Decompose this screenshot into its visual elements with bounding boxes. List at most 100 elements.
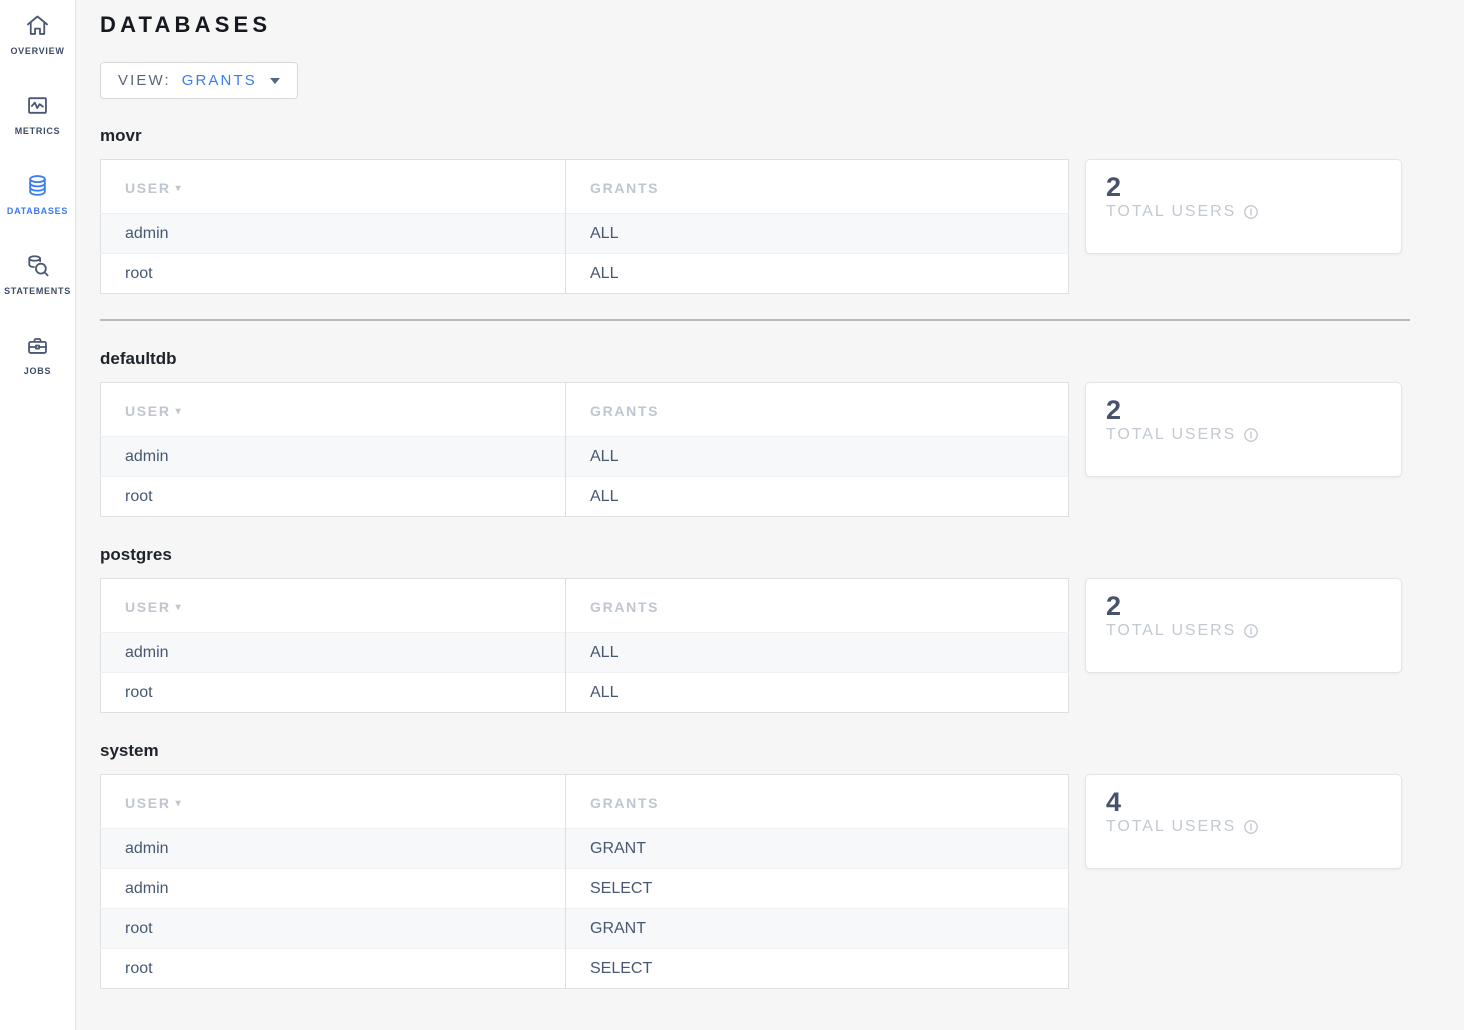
view-selector-dropdown[interactable]: VIEW: GRANTS xyxy=(100,62,298,99)
main-content: DATABASES VIEW: GRANTS movr USER ▾ GRANTS xyxy=(76,0,1410,1030)
database-name: defaultdb xyxy=(100,349,177,368)
sort-caret-icon: ▾ xyxy=(175,602,183,613)
metrics-icon xyxy=(24,92,51,119)
jobs-icon xyxy=(24,332,51,359)
grant-cell: ALL xyxy=(565,672,1069,713)
user-column-header[interactable]: USER ▾ xyxy=(100,578,566,633)
sidebar-item-statements[interactable]: STATEMENTS xyxy=(0,252,75,332)
grants-column-header[interactable]: GRANTS xyxy=(565,382,1069,437)
database-section: defaultdb USER ▾ GRANTS admin ALL xyxy=(100,349,1402,517)
grant-row: admin ALL xyxy=(100,436,1069,477)
database-section: system USER ▾ GRANTS admin GRANT xyxy=(100,741,1402,989)
info-icon[interactable] xyxy=(1243,819,1259,835)
section-divider xyxy=(100,319,1410,321)
user-column-label: USER xyxy=(125,599,171,615)
grant-row: root ALL xyxy=(100,253,1069,294)
sort-caret-icon: ▾ xyxy=(175,406,183,417)
grants-column-header[interactable]: GRANTS xyxy=(565,159,1069,214)
table-header-row: USER ▾ GRANTS xyxy=(100,159,1069,214)
table-header-row: USER ▾ GRANTS xyxy=(100,774,1069,829)
grant-cell: ALL xyxy=(565,213,1069,254)
sidebar-item-overview[interactable]: OVERVIEW xyxy=(0,12,75,92)
grant-row: admin ALL xyxy=(100,213,1069,254)
sort-caret-icon: ▾ xyxy=(175,798,183,809)
total-users-label: TOTAL USERS xyxy=(1106,426,1381,444)
info-icon[interactable] xyxy=(1243,204,1259,220)
grants-table: USER ▾ GRANTS admin ALL root ALL xyxy=(100,382,1069,517)
user-column-label: USER xyxy=(125,403,171,419)
grants-table: USER ▾ GRANTS admin ALL root ALL xyxy=(100,159,1069,294)
grants-column-label: GRANTS xyxy=(590,403,660,419)
table-header-row: USER ▾ GRANTS xyxy=(100,382,1069,437)
user-column-header[interactable]: USER ▾ xyxy=(100,159,566,214)
grant-cell: SELECT xyxy=(565,948,1069,989)
total-users-card: 2 TOTAL USERS xyxy=(1085,159,1402,254)
total-users-card: 4 TOTAL USERS xyxy=(1085,774,1402,869)
total-users-label: TOTAL USERS xyxy=(1106,818,1381,836)
user-cell: admin xyxy=(100,213,566,254)
page-title: DATABASES xyxy=(100,12,272,37)
grant-cell: ALL xyxy=(565,476,1069,517)
user-column-label: USER xyxy=(125,180,171,196)
sidebar-item-label: OVERVIEW xyxy=(10,46,65,56)
user-cell: admin xyxy=(100,828,566,869)
grants-column-header[interactable]: GRANTS xyxy=(565,774,1069,829)
total-users-card: 2 TOTAL USERS xyxy=(1085,382,1402,477)
user-cell: admin xyxy=(100,868,566,909)
sidebar-item-label: JOBS xyxy=(23,366,52,376)
database-name: system xyxy=(100,741,159,760)
sidebar: OVERVIEW METRICS xyxy=(0,0,76,1030)
user-cell: root xyxy=(100,476,566,517)
user-column-header[interactable]: USER ▾ xyxy=(100,382,566,437)
database-sections-list: movr USER ▾ GRANTS admin ALL xyxy=(100,126,1410,989)
grant-cell: ALL xyxy=(565,436,1069,477)
grant-row: root ALL xyxy=(100,476,1069,517)
user-column-header[interactable]: USER ▾ xyxy=(100,774,566,829)
sidebar-item-label: STATEMENTS xyxy=(4,286,71,296)
section-body: USER ▾ GRANTS admin ALL root ALL 2 TOTAL … xyxy=(100,382,1402,517)
view-selector-value: GRANTS xyxy=(181,72,257,89)
total-users-label: TOTAL USERS xyxy=(1106,203,1381,221)
grant-cell: ALL xyxy=(565,632,1069,673)
section-body: USER ▾ GRANTS admin ALL root ALL 2 TOTAL … xyxy=(100,159,1402,294)
sidebar-item-metrics[interactable]: METRICS xyxy=(0,92,75,172)
user-cell: root xyxy=(100,672,566,713)
info-icon[interactable] xyxy=(1243,427,1259,443)
total-users-count: 2 xyxy=(1106,591,1122,621)
total-users-label: TOTAL USERS xyxy=(1106,622,1381,640)
chevron-down-icon xyxy=(269,77,280,84)
grants-column-label: GRANTS xyxy=(590,180,660,196)
database-name: movr xyxy=(100,126,142,145)
grants-table: USER ▾ GRANTS admin ALL root ALL xyxy=(100,578,1069,713)
database-icon xyxy=(24,172,51,199)
total-users-count: 4 xyxy=(1106,787,1122,817)
section-body: USER ▾ GRANTS admin GRANT admin SELECT ro… xyxy=(100,774,1402,989)
statements-icon xyxy=(24,252,51,279)
grant-row: root GRANT xyxy=(100,908,1069,949)
total-users-card: 2 TOTAL USERS xyxy=(1085,578,1402,673)
table-header-row: USER ▾ GRANTS xyxy=(100,578,1069,633)
sidebar-item-label: METRICS xyxy=(14,126,61,136)
sidebar-item-jobs[interactable]: JOBS xyxy=(0,332,75,412)
grant-row: admin GRANT xyxy=(100,828,1069,869)
user-column-label: USER xyxy=(125,795,171,811)
grants-column-header[interactable]: GRANTS xyxy=(565,578,1069,633)
home-icon xyxy=(24,12,51,39)
grant-cell: GRANT xyxy=(565,828,1069,869)
grants-column-label: GRANTS xyxy=(590,795,660,811)
user-cell: root xyxy=(100,253,566,294)
grant-cell: GRANT xyxy=(565,908,1069,949)
database-name: postgres xyxy=(100,545,172,564)
database-section: postgres USER ▾ GRANTS admin ALL xyxy=(100,545,1402,713)
view-selector-label: VIEW: xyxy=(118,72,171,89)
grant-row: admin SELECT xyxy=(100,868,1069,909)
info-icon[interactable] xyxy=(1243,623,1259,639)
user-cell: root xyxy=(100,908,566,949)
grants-table: USER ▾ GRANTS admin GRANT admin SELECT ro… xyxy=(100,774,1069,989)
sidebar-item-databases[interactable]: DATABASES xyxy=(0,172,75,252)
user-cell: admin xyxy=(100,632,566,673)
sort-caret-icon: ▾ xyxy=(175,183,183,194)
database-section: movr USER ▾ GRANTS admin ALL xyxy=(100,126,1410,321)
total-users-count: 2 xyxy=(1106,172,1122,202)
section-body: USER ▾ GRANTS admin ALL root ALL 2 TOTAL … xyxy=(100,578,1402,713)
